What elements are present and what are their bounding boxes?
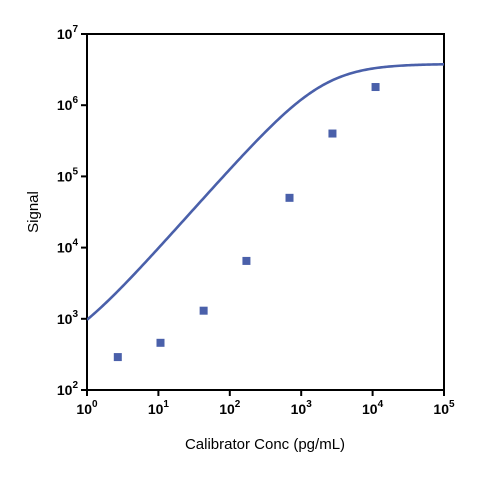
plot-frame bbox=[86, 33, 445, 391]
y-tick-label: 106 bbox=[57, 95, 79, 113]
data-point bbox=[242, 256, 251, 265]
x-tick-label: 100 bbox=[76, 399, 98, 417]
x-axis-ticks: 100 101 102 103 104 105 bbox=[76, 390, 455, 417]
fit-curve bbox=[86, 62, 445, 321]
data-point bbox=[285, 193, 294, 202]
y-axis-ticks: 102 103 104 105 106 107 bbox=[57, 24, 87, 398]
x-tick-label: 105 bbox=[433, 399, 455, 417]
x-tick-label: 102 bbox=[219, 399, 241, 417]
y-axis-title: Signal bbox=[25, 191, 42, 233]
y-tick-label: 102 bbox=[57, 380, 79, 398]
data-point bbox=[328, 129, 337, 138]
x-tick-label: 103 bbox=[291, 399, 313, 417]
data-point bbox=[156, 338, 165, 347]
data-point bbox=[199, 306, 208, 315]
y-tick-label: 105 bbox=[57, 166, 79, 184]
x-tick-label: 101 bbox=[148, 399, 170, 417]
y-tick-label: 107 bbox=[57, 24, 79, 42]
x-axis-title: Calibrator Conc (pg/mL) bbox=[185, 436, 345, 453]
y-tick-label: 103 bbox=[57, 309, 79, 327]
x-tick-label: 104 bbox=[362, 399, 384, 417]
data-points bbox=[113, 83, 380, 362]
data-point bbox=[371, 83, 380, 92]
plot-border bbox=[86, 33, 445, 391]
data-point bbox=[113, 353, 122, 362]
y-tick-label: 104 bbox=[57, 238, 79, 256]
